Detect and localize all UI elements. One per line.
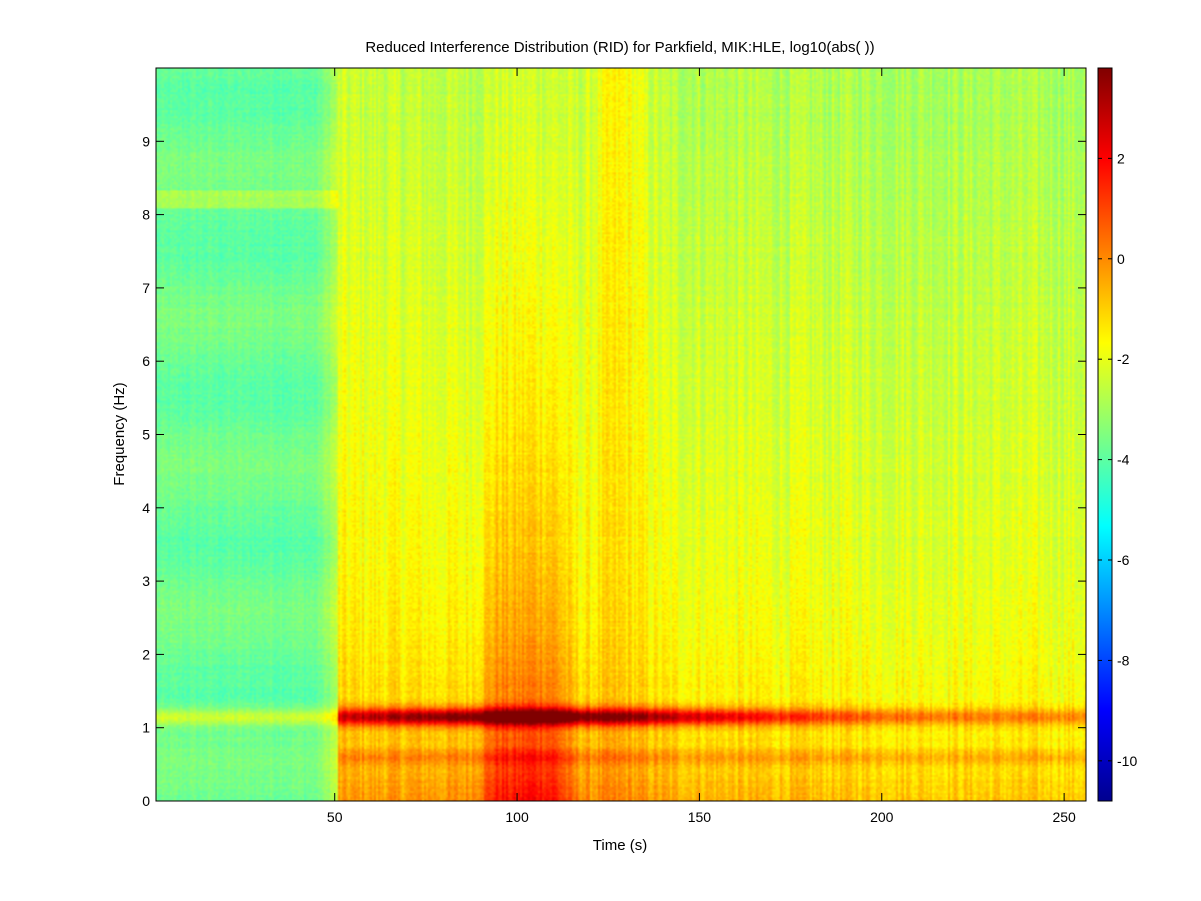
x-axis-title: Time (s) (593, 837, 647, 854)
chart-title: Reduced Interference Distribution (RID) … (365, 39, 874, 56)
x-tick-label: 200 (870, 809, 894, 825)
colorbar-tick-label: -10 (1117, 753, 1137, 769)
x-tick-label: 250 (1052, 809, 1076, 825)
heatmap-image (156, 68, 1086, 801)
y-tick-label: 0 (142, 793, 150, 809)
y-tick-label: 1 (142, 720, 150, 736)
y-tick-label: 2 (142, 646, 150, 662)
y-tick-label: 4 (142, 500, 150, 516)
colorbar-tick-label: -8 (1117, 652, 1130, 668)
colorbar (1097, 67, 1113, 802)
colorbar-tick-label: 2 (1117, 150, 1125, 166)
x-tick-label: 50 (327, 809, 343, 825)
y-tick-label: 9 (142, 133, 150, 149)
x-axis-ticks: 50 100 150 200 250 (327, 68, 1076, 825)
colorbar-tick-label: -4 (1117, 452, 1130, 468)
x-tick-label: 150 (688, 809, 712, 825)
y-tick-label: 5 (142, 427, 150, 443)
y-axis-ticks: 0 1 2 3 4 5 6 7 8 9 (142, 133, 1086, 809)
colorbar-tick-label: -6 (1117, 552, 1130, 568)
colorbar-ticks: 2 0 -2 -4 -6 -8 -10 (1098, 150, 1137, 769)
y-tick-label: 6 (142, 353, 150, 369)
colorbar-tick-label: -2 (1117, 351, 1130, 367)
y-tick-label: 7 (142, 280, 150, 296)
colorbar-tick-label: 0 (1117, 251, 1125, 267)
y-tick-label: 8 (142, 207, 150, 223)
y-tick-label: 3 (142, 573, 150, 589)
y-axis-title: Frequency (Hz) (111, 382, 128, 485)
x-tick-label: 100 (505, 809, 529, 825)
